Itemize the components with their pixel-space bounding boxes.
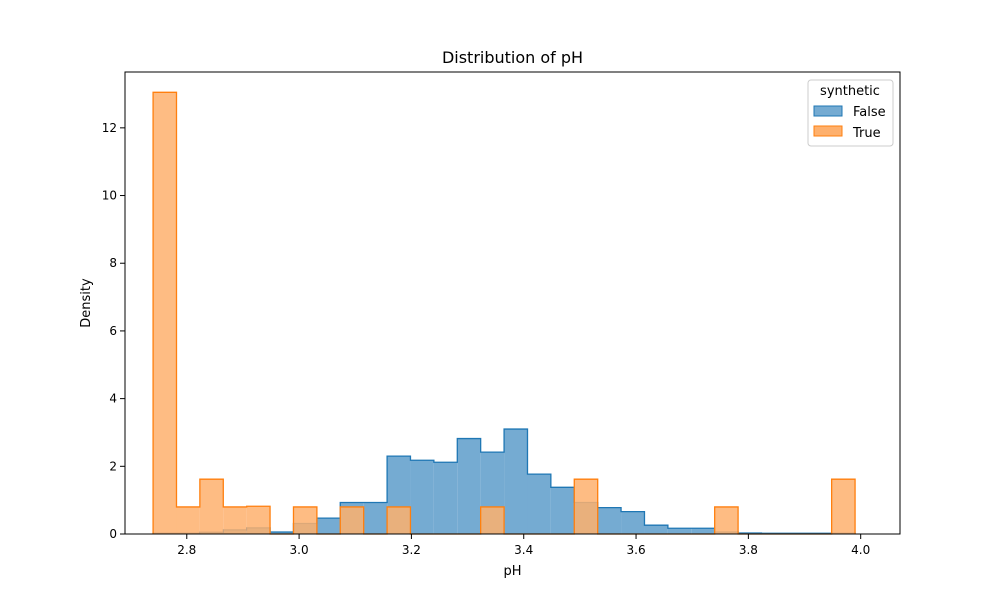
x-tick-label: 2.8	[177, 543, 196, 557]
x-tick-label: 4.0	[851, 543, 870, 557]
bar-true-1	[176, 506, 200, 534]
legend-swatch-true	[813, 125, 843, 137]
bar-false-17	[550, 487, 575, 534]
y-tick-label: 0	[109, 527, 117, 541]
bar-false-21	[644, 525, 668, 534]
legend: synthetic False True	[807, 79, 894, 147]
series-true-bars	[152, 91, 856, 535]
x-axis-ticks: 2.8 3.0 3.2 3.4 3.6 3.8 4.0	[177, 534, 870, 557]
bar-false-11	[410, 460, 434, 534]
bar-true-0	[153, 92, 177, 535]
y-tick-label: 4	[109, 392, 117, 406]
plot-frame	[124, 71, 901, 535]
bar-false-5	[270, 531, 294, 534]
bar-false-9	[363, 502, 388, 534]
x-tick-label: 3.8	[739, 543, 758, 557]
bar-true-4	[246, 506, 271, 534]
y-tick-label: 2	[109, 459, 117, 473]
bar-false-22	[667, 528, 692, 534]
bar-true-8	[340, 506, 364, 534]
legend-label-true: True	[852, 126, 881, 141]
y-axis-ticks: 0 2 4 6 8 10 12	[102, 121, 125, 541]
bar-false-19	[597, 507, 622, 534]
bar-true-3	[223, 506, 247, 534]
bar-true-18	[574, 479, 598, 534]
bar-false-15	[504, 429, 528, 534]
bar-false-16	[527, 474, 551, 534]
bar-false-23	[691, 528, 715, 534]
legend-title: synthetic	[820, 84, 880, 99]
bar-true-14	[480, 506, 505, 534]
bar-false-12	[433, 462, 458, 534]
x-tick-label: 3.4	[514, 543, 533, 557]
y-tick-label: 6	[109, 324, 117, 338]
x-tick-label: 3.0	[290, 543, 309, 557]
bar-true-6	[293, 506, 317, 534]
y-tick-label: 12	[102, 121, 117, 135]
legend-label-false: False	[853, 105, 886, 120]
y-tick-label: 10	[102, 189, 117, 203]
bar-true-24	[714, 506, 739, 534]
chart-title: Distribution of pH	[442, 48, 583, 67]
x-tick-label: 3.2	[402, 543, 421, 557]
bar-false-20	[621, 511, 645, 534]
bar-true-10	[387, 506, 411, 534]
legend-swatch-false	[813, 105, 843, 117]
bar-false-13	[457, 438, 481, 534]
y-tick-label: 8	[109, 256, 117, 270]
bar-true-29	[831, 479, 856, 534]
x-axis-label: pH	[503, 564, 521, 579]
y-axis-label: Density	[79, 278, 94, 328]
bar-true-2	[199, 479, 224, 534]
bar-false-7	[316, 518, 341, 534]
x-tick-label: 3.6	[627, 543, 646, 557]
